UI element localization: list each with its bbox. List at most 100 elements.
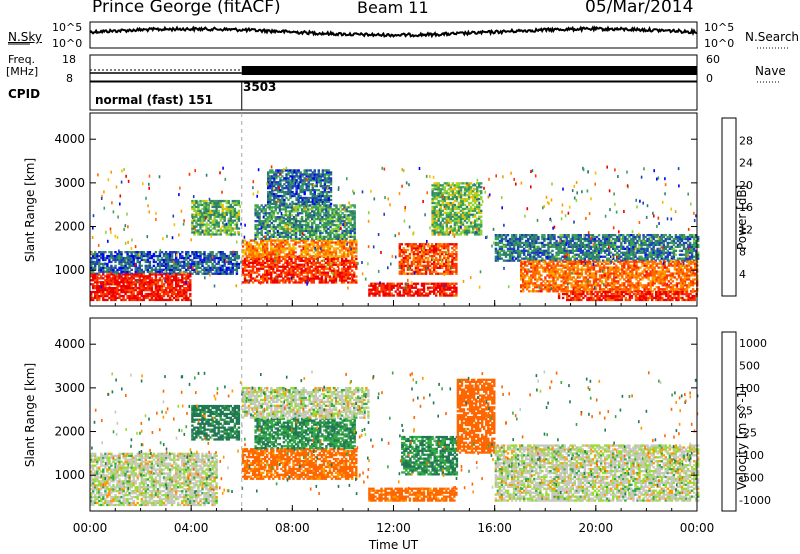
data-cell bbox=[400, 254, 403, 258]
data-cell bbox=[274, 218, 277, 221]
data-cell bbox=[508, 237, 512, 241]
data-cell bbox=[181, 254, 184, 258]
data-cell bbox=[336, 263, 340, 266]
data-cell bbox=[122, 260, 125, 264]
data-cell bbox=[168, 275, 172, 278]
data-cell bbox=[211, 272, 214, 275]
data-cell bbox=[106, 268, 109, 271]
data-cell bbox=[102, 281, 105, 284]
data-cell bbox=[215, 205, 218, 209]
data-cell bbox=[284, 231, 288, 235]
data-cell bbox=[300, 263, 303, 266]
data-cell bbox=[215, 252, 218, 256]
data-cell bbox=[303, 192, 306, 196]
data-cell bbox=[292, 216, 296, 219]
data-cell bbox=[168, 251, 172, 254]
data-cell bbox=[235, 260, 239, 264]
data-cell bbox=[300, 220, 304, 223]
data-cell bbox=[106, 264, 109, 267]
data-cell bbox=[336, 255, 340, 258]
nsky-panel-frame bbox=[89, 21, 698, 49]
data-cell bbox=[120, 285, 123, 288]
data-cell bbox=[225, 256, 228, 260]
data-cell bbox=[334, 251, 338, 254]
data-cell bbox=[148, 298, 152, 302]
data-cell bbox=[164, 252, 168, 256]
data-cell bbox=[130, 260, 133, 264]
data-cell bbox=[266, 220, 269, 223]
data-cell bbox=[142, 270, 145, 273]
data-cell bbox=[249, 243, 253, 246]
data-cell bbox=[102, 251, 105, 254]
data-cell bbox=[512, 247, 516, 250]
data-cell bbox=[506, 234, 510, 237]
data-cell bbox=[193, 268, 196, 271]
data-cell bbox=[229, 252, 232, 256]
data-cell bbox=[114, 256, 117, 260]
data-cell bbox=[181, 264, 184, 267]
data-cell bbox=[120, 289, 123, 292]
data-cell bbox=[114, 251, 117, 254]
data-cell bbox=[164, 289, 168, 292]
data-cell bbox=[455, 292, 458, 295]
data-cell bbox=[164, 273, 168, 276]
data-cell bbox=[309, 196, 312, 200]
data-cell bbox=[404, 243, 407, 246]
data-cell bbox=[396, 292, 399, 295]
data-cell bbox=[168, 294, 172, 298]
data-cell bbox=[457, 188, 461, 191]
data-cell bbox=[298, 241, 301, 244]
data-cell bbox=[193, 256, 196, 260]
data-cell bbox=[300, 245, 303, 248]
data-region-9 bbox=[368, 282, 458, 297]
data-cell bbox=[339, 223, 342, 227]
data-cell bbox=[124, 260, 127, 264]
data-cell bbox=[284, 221, 288, 225]
data-cell bbox=[203, 252, 206, 256]
data-cell bbox=[318, 279, 321, 282]
data-cell bbox=[328, 275, 332, 278]
data-cell bbox=[185, 251, 188, 254]
data-cell bbox=[108, 270, 111, 273]
data-cell bbox=[108, 277, 111, 280]
data-cell bbox=[126, 289, 129, 292]
data-cell bbox=[108, 289, 111, 292]
data-cell bbox=[457, 196, 461, 199]
data-cell bbox=[170, 264, 174, 267]
data-cell bbox=[130, 294, 133, 298]
data-cell bbox=[189, 294, 192, 298]
data-cell bbox=[480, 186, 483, 189]
data-cell bbox=[473, 223, 477, 226]
data-cell bbox=[197, 205, 200, 209]
data-cell bbox=[118, 252, 121, 256]
data-cell bbox=[122, 256, 125, 260]
data-cell bbox=[132, 290, 135, 294]
data-cell bbox=[297, 169, 300, 172]
data-cell bbox=[114, 298, 117, 302]
data-cell bbox=[140, 281, 143, 284]
data-cell bbox=[94, 254, 97, 258]
data-cell bbox=[329, 183, 333, 186]
data-cell bbox=[162, 254, 166, 258]
data-cell bbox=[349, 271, 352, 274]
data-cell bbox=[221, 205, 224, 209]
data-cell bbox=[227, 260, 230, 264]
data-cell bbox=[266, 279, 269, 282]
data-cell bbox=[225, 254, 228, 258]
data-cell bbox=[108, 256, 111, 260]
data-cell bbox=[122, 289, 125, 292]
data-cell bbox=[90, 296, 93, 300]
data-cell bbox=[441, 245, 444, 248]
data-cell bbox=[319, 218, 322, 221]
data-cell bbox=[209, 254, 212, 258]
data-cell bbox=[404, 249, 407, 252]
data-cell bbox=[545, 253, 548, 256]
data-cell bbox=[500, 237, 504, 241]
data-cell bbox=[223, 272, 226, 275]
data-cell bbox=[215, 219, 218, 222]
data-cell bbox=[142, 285, 145, 288]
data-cell bbox=[225, 266, 228, 269]
data-cell bbox=[156, 273, 160, 276]
data-cell bbox=[301, 200, 304, 204]
data-cell bbox=[455, 254, 458, 258]
